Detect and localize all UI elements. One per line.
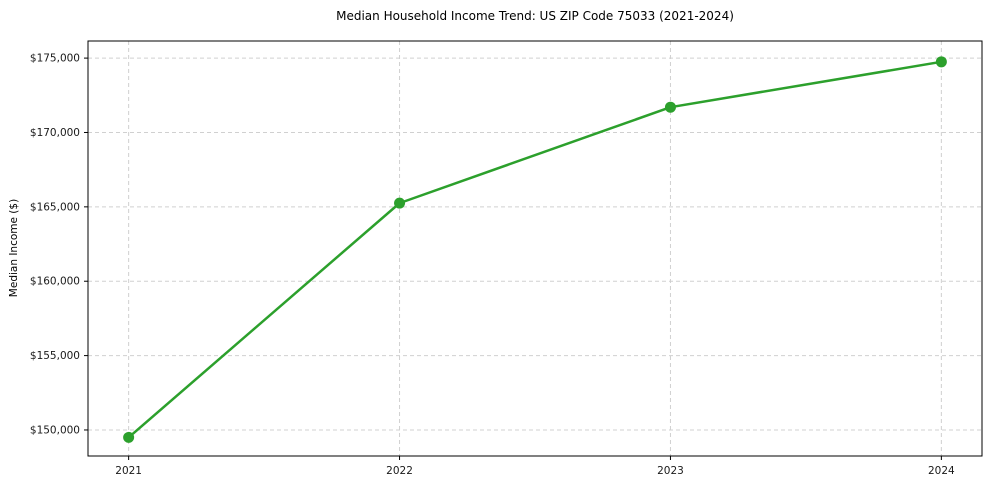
data-point xyxy=(394,197,406,209)
chart-title: Median Household Income Trend: US ZIP Co… xyxy=(336,9,734,23)
y-tick-label: $160,000 xyxy=(30,276,80,288)
x-tick-label: 2024 xyxy=(928,465,955,477)
plot-frame xyxy=(87,40,983,457)
y-tick-label: $175,000 xyxy=(30,53,80,65)
y-tick-label: $155,000 xyxy=(30,350,80,362)
y-tick-label: $165,000 xyxy=(30,201,80,213)
x-tick-label: 2022 xyxy=(386,465,413,477)
y-axis-label: Median Income ($) xyxy=(8,198,20,298)
x-tick-label: 2021 xyxy=(115,465,142,477)
x-tick-label: 2023 xyxy=(657,465,684,477)
series-line xyxy=(127,60,943,439)
data-point xyxy=(123,431,135,443)
data-point xyxy=(935,56,947,68)
y-tick-label: $150,000 xyxy=(30,424,80,436)
data-point xyxy=(664,101,676,113)
y-tick-label: $170,000 xyxy=(30,127,80,139)
